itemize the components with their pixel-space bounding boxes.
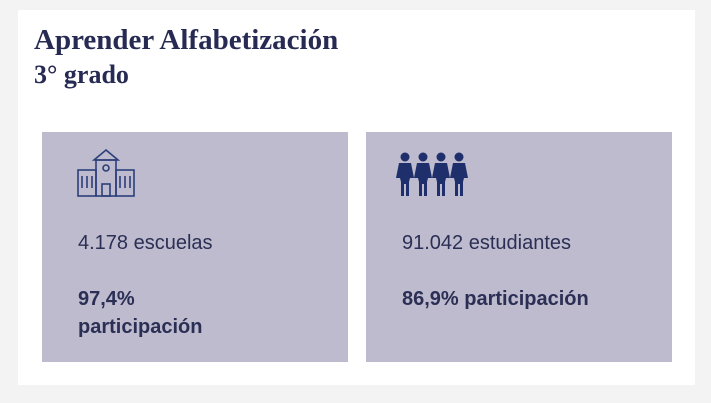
schools-card: 4.178 escuelas 97,4% participación (42, 132, 348, 362)
students-icon (396, 152, 468, 196)
title: Aprender Alfabetización (34, 24, 339, 56)
school-icon (77, 148, 135, 197)
schools-count: 4.178 escuelas (78, 232, 213, 254)
panel: Aprender Alfabetización 3° grado 4.178 e… (18, 10, 695, 385)
students-participation: 86,9% participación (402, 288, 589, 310)
students-count: 91.042 estudiantes (402, 232, 572, 254)
schools-participation: 97,4% participación (78, 288, 203, 338)
subtitle: 3° grado (34, 60, 129, 89)
students-card: 91.042 estudiantes 86,9% participación (366, 132, 672, 362)
